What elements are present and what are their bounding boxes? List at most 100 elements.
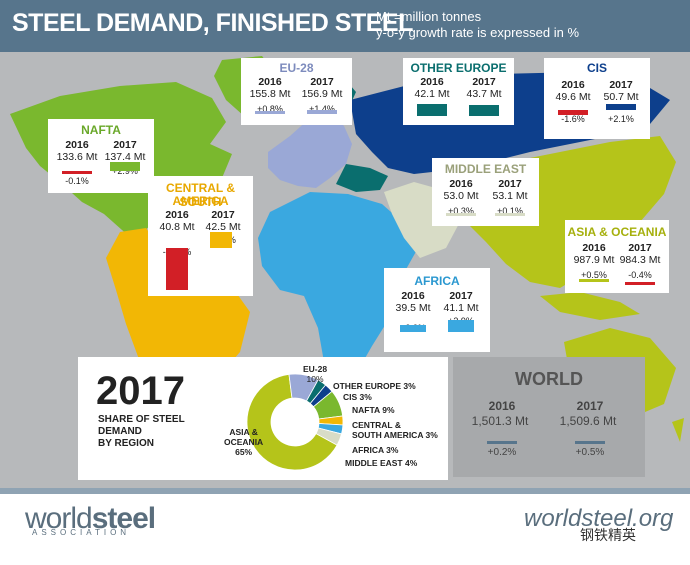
eu28-value-2017: 156.9 Mt	[301, 88, 343, 100]
africa-year-2016: 2016	[401, 290, 425, 302]
pie-label-asia-line2: OCEANIA	[224, 437, 264, 447]
middle-east-year-2017: 2017	[498, 178, 522, 190]
logo-word-world: world	[25, 502, 93, 535]
region-box-cis: CIS 2016 2017 49.6 Mt 50.7 Mt -1.6% +2.1…	[544, 58, 650, 139]
cis-growth-2016: -1.6%	[561, 114, 585, 124]
cis-year-2016: 2016	[561, 79, 585, 91]
region-name-middle-east: MIDDLE EAST	[444, 162, 527, 176]
world-growth-2016: +0.2%	[487, 447, 517, 458]
pie-label-asia-line1: ASIA &	[229, 427, 258, 437]
world-growth-2017: +0.5%	[575, 447, 605, 458]
page-title: STEEL DEMAND, FINISHED STEEL	[12, 9, 413, 37]
eu28-growth-bar-2016	[255, 111, 285, 114]
csa-value-2017: 42.5 Mt	[205, 221, 241, 233]
donut-slice-asia-oceania	[246, 373, 338, 471]
csa-growth-bar-2016	[166, 248, 188, 290]
map-other-europe	[336, 164, 388, 192]
middle-east-growth-bar-2017	[495, 213, 525, 216]
other-europe-growth-bar-2017	[469, 104, 499, 116]
footer-url[interactable]: worldsteel.org	[524, 505, 674, 532]
middle-east-value-2017: 53.1 Mt	[492, 190, 528, 202]
asia-oceania-value-2017: 984.3 Mt	[619, 254, 661, 266]
region-name-other-europe: OTHER EUROPE	[410, 61, 507, 75]
nafta-year-2016: 2016	[65, 139, 89, 151]
eu28-year-2016: 2016	[258, 76, 282, 88]
share-year: 2017	[96, 369, 185, 413]
world-value-2016: 1,501.3 Mt	[471, 414, 529, 428]
units-note-line2: y-o-y growth rate is expressed in %	[376, 25, 580, 40]
region-box-other-europe: OTHER EUROPE 2016 2017 42.1 Mt 43.7 Mt +…	[403, 58, 514, 125]
pie-label-other-europe: OTHER EUROPE 3%	[333, 381, 416, 391]
middle-east-growth-bar-2016	[446, 213, 476, 216]
share-subtitle-line1: SHARE OF STEEL DEMAND	[98, 414, 185, 437]
middle-east-value-2016: 53.0 Mt	[443, 190, 479, 202]
map-indonesia	[540, 292, 640, 320]
region-box-nafta: NAFTA 2016 2017 133.6 Mt 137.4 Mt -0.1% …	[48, 119, 154, 193]
eu28-growth-2017: +1.4%	[299, 104, 345, 114]
pie-label-asia-oceania: ASIA & OCEANIA 65%	[224, 427, 263, 457]
eu28-growth-bar-2017	[307, 109, 337, 114]
pie-label-middle-east: MIDDLE EAST 4%	[345, 458, 418, 468]
middle-east-growth-2016: +0.3%	[448, 206, 474, 216]
world-panel: WORLD 2016 2017 1,501.3 Mt 1,509.6 Mt +0…	[453, 357, 645, 477]
nafta-growth-2016: -0.1%	[65, 176, 89, 186]
csa-value-2016: 40.8 Mt	[159, 221, 195, 233]
africa-growth-bar-2017	[448, 320, 474, 332]
africa-value-2016: 39.5 Mt	[395, 302, 431, 314]
pie-label-asia-line3: 65%	[235, 447, 253, 457]
other-europe-growth-bar-2016	[417, 103, 447, 116]
nafta-growth-bar-2016	[62, 171, 92, 174]
other-europe-value-2017: 43.7 Mt	[466, 88, 502, 100]
eu28-growth-2016: +0.8%	[257, 104, 283, 114]
watermark-text: 钢铁精英	[580, 527, 636, 543]
cis-growth-2017: +2.1%	[608, 114, 634, 124]
region-name-cis: CIS	[586, 61, 607, 75]
region-name-csa-line2: AMERICA	[172, 194, 229, 208]
pie-label-csa-line1: CENTRAL &	[352, 420, 401, 430]
other-europe-value-2016: 42.1 Mt	[414, 88, 450, 100]
map-new-zealand	[672, 418, 684, 442]
nafta-growth-2017: +2.9%	[112, 166, 138, 176]
asia-oceania-year-2016: 2016	[582, 242, 606, 254]
region-name-eu28: EU-28	[279, 61, 314, 75]
africa-value-2017: 41.1 Mt	[443, 302, 479, 314]
world-growth-bar-2016	[487, 441, 517, 444]
asia-oceania-growth-bar-2017	[625, 282, 655, 285]
region-name-csa-line1: CENTRAL & SOUTH	[165, 181, 236, 209]
other-europe-year-2016: 2016	[420, 76, 444, 88]
pie-label-eu28-pct: 10%	[306, 374, 324, 384]
units-note-line1: Mt =million tonnes	[376, 9, 482, 24]
nafta-growth-bar-2017	[110, 162, 140, 171]
world-growth-bar-2017	[575, 441, 605, 444]
nafta-year-2017: 2017	[113, 139, 137, 151]
world-value-2017: 1,509.6 Mt	[559, 414, 617, 428]
units-note: Mt =million tonnes y-o-y growth rate is …	[376, 9, 579, 41]
region-box-africa: AFRICA 2016 2017 39.5 Mt 41.1 Mt +2.2% +…	[384, 268, 490, 352]
cis-growth-bar-2017	[606, 103, 636, 110]
csa-year-2017: 2017	[211, 209, 235, 221]
world-title: WORLD	[515, 369, 583, 389]
asia-oceania-growth-2017: -0.4%	[628, 270, 652, 280]
cis-year-2017: 2017	[609, 79, 633, 91]
donut-slice-middle-east	[315, 427, 342, 446]
csa-growth-bar-2017	[210, 231, 232, 248]
cis-value-2017: 50.7 Mt	[603, 91, 639, 103]
other-europe-year-2017: 2017	[472, 76, 496, 88]
csa-year-2016: 2016	[165, 209, 189, 221]
pie-label-csa-line2: SOUTH AMERICA 3%	[352, 430, 438, 440]
logo-association: ASSOCIATION	[32, 528, 131, 537]
world-year-2017: 2017	[576, 399, 604, 413]
worldsteel-logo: worldsteel	[25, 502, 156, 536]
share-donut-chart	[246, 373, 344, 471]
eu28-year-2017: 2017	[310, 76, 334, 88]
header-bar: STEEL DEMAND, FINISHED STEEL Mt =million…	[0, 0, 690, 52]
region-name-nafta: NAFTA	[81, 123, 121, 137]
middle-east-year-2016: 2016	[449, 178, 473, 190]
cis-value-2016: 49.6 Mt	[555, 91, 591, 103]
region-box-middle-east: MIDDLE EAST 2016 2017 53.0 Mt 53.1 Mt +0…	[432, 158, 539, 226]
logo-word-steel: steel	[91, 502, 156, 535]
asia-oceania-value-2016: 987.9 Mt	[573, 254, 615, 266]
middle-east-growth-2017: +0.1%	[497, 206, 523, 216]
footer-divider	[0, 488, 690, 494]
